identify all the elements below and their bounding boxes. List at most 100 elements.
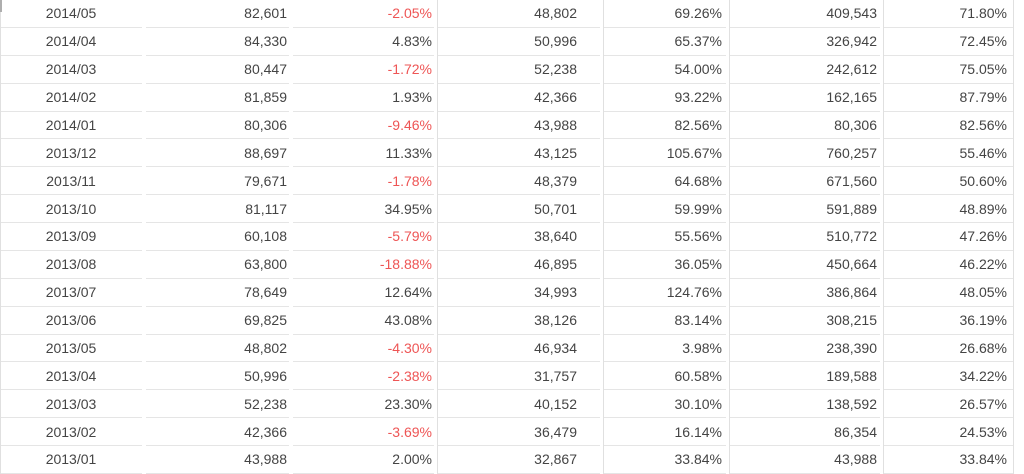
cell-value-2: 50,701 <box>438 195 600 223</box>
cell-pct-3: 24.53% <box>884 418 1014 446</box>
cell-pct-2: 93.22% <box>604 84 726 112</box>
cell-month: 2013/10 <box>0 195 142 223</box>
cell-value-1: 52,238 <box>146 390 289 419</box>
cell-value-2: 38,126 <box>438 307 600 335</box>
cell-value-3: 162,165 <box>730 84 880 112</box>
cell-change-pct-1: 1.93% <box>293 84 434 112</box>
cell-value-2: 32,867 <box>438 446 600 474</box>
cell-value-2: 34,993 <box>438 279 600 307</box>
cell-pct-2: 105.67% <box>604 139 726 168</box>
cell-change-pct-1: 11.33% <box>293 139 434 168</box>
table-row: 2014/03 80,447 -1.72% 52,238 54.00% 242,… <box>0 56 1014 84</box>
cell-month: 2013/09 <box>0 223 142 251</box>
column-divider <box>883 0 884 474</box>
table-row: 2013/12 88,697 11.33% 43,125 105.67% 760… <box>0 139 1014 168</box>
cell-value-1: 60,108 <box>146 223 289 251</box>
cell-value-2: 42,366 <box>438 84 600 112</box>
cell-month: 2014/04 <box>0 28 142 56</box>
table-row: 2014/04 84,330 4.83% 50,996 65.37% 326,9… <box>0 28 1014 56</box>
cell-pct-2: 33.84% <box>604 446 726 474</box>
cell-value-2: 36,479 <box>438 418 600 446</box>
cell-pct-2: 69.26% <box>604 0 726 28</box>
cell-pct-2: 30.10% <box>604 390 726 419</box>
cell-change-pct-1: -1.72% <box>293 56 434 84</box>
cell-pct-2: 60.58% <box>604 362 726 391</box>
cell-value-1: 69,825 <box>146 307 289 335</box>
cell-value-2: 40,152 <box>438 390 600 419</box>
cell-value-1: 82,601 <box>146 0 289 28</box>
table-row: 2013/01 43,988 2.00% 32,867 33.84% 43,98… <box>0 446 1014 474</box>
table-row: 2013/02 42,366 -3.69% 36,479 16.14% 86,3… <box>0 418 1014 446</box>
cell-value-1: 88,697 <box>146 139 289 168</box>
cell-value-1: 79,671 <box>146 167 289 196</box>
cell-change-pct-1: -18.88% <box>293 251 434 279</box>
cell-pct-2: 83.14% <box>604 307 726 335</box>
cell-change-pct-1: 2.00% <box>293 446 434 474</box>
cell-value-1: 84,330 <box>146 28 289 56</box>
cell-value-3: 409,543 <box>730 0 880 28</box>
cell-pct-3: 71.80% <box>884 0 1014 28</box>
cell-pct-2: 82.56% <box>604 112 726 140</box>
table-row: 2013/07 78,649 12.64% 34,993 124.76% 386… <box>0 279 1014 307</box>
cell-pct-2: 65.37% <box>604 28 726 56</box>
cell-month: 2013/06 <box>0 307 142 335</box>
cell-value-3: 326,942 <box>730 28 880 56</box>
cell-value-3: 760,257 <box>730 139 880 168</box>
cell-month: 2013/05 <box>0 335 142 363</box>
cell-month: 2013/11 <box>0 167 142 196</box>
cell-value-2: 48,379 <box>438 167 600 196</box>
column-divider <box>603 0 604 474</box>
cell-month: 2013/07 <box>0 279 142 307</box>
cell-change-pct-1: 34.95% <box>293 195 434 223</box>
cell-value-3: 43,988 <box>730 446 880 474</box>
column-divider <box>437 0 438 474</box>
cell-value-1: 63,800 <box>146 251 289 279</box>
table-row: 2013/06 69,825 43.08% 38,126 83.14% 308,… <box>0 307 1014 335</box>
cell-pct-3: 26.68% <box>884 335 1014 363</box>
column-divider <box>729 0 730 474</box>
cell-change-pct-1: -3.69% <box>293 418 434 446</box>
cell-value-1: 48,802 <box>146 335 289 363</box>
table-left-border <box>0 0 1 474</box>
cell-pct-3: 46.22% <box>884 251 1014 279</box>
cell-month: 2014/05 <box>0 0 142 28</box>
table-row: 2013/11 79,671 -1.78% 48,379 64.68% 671,… <box>0 167 1014 196</box>
cell-value-1: 80,306 <box>146 112 289 140</box>
cell-value-1: 50,996 <box>146 362 289 391</box>
cell-pct-3: 87.79% <box>884 84 1014 112</box>
cell-value-2: 31,757 <box>438 362 600 391</box>
table-row: 2014/02 81,859 1.93% 42,366 93.22% 162,1… <box>0 84 1014 112</box>
cell-month: 2013/03 <box>0 390 142 419</box>
cell-pct-3: 82.56% <box>884 112 1014 140</box>
cell-value-2: 48,802 <box>438 0 600 28</box>
cell-pct-2: 54.00% <box>604 56 726 84</box>
cell-value-1: 43,988 <box>146 446 289 474</box>
table-row: 2013/10 81,117 34.95% 50,701 59.99% 591,… <box>0 195 1014 223</box>
cell-change-pct-1: -1.78% <box>293 167 434 196</box>
table-right-border <box>1013 0 1014 474</box>
cell-change-pct-1: 43.08% <box>293 307 434 335</box>
cell-pct-3: 33.84% <box>884 446 1014 474</box>
cell-value-2: 43,125 <box>438 139 600 168</box>
cell-value-3: 591,889 <box>730 195 880 223</box>
cell-month: 2013/01 <box>0 446 142 474</box>
left-edge-artifact <box>0 0 2 12</box>
cell-value-1: 78,649 <box>146 279 289 307</box>
cell-month: 2013/04 <box>0 362 142 391</box>
cell-pct-3: 26.57% <box>884 390 1014 419</box>
cell-value-3: 308,215 <box>730 307 880 335</box>
cell-value-3: 189,588 <box>730 362 880 391</box>
cell-value-2: 52,238 <box>438 56 600 84</box>
table-row: 2013/05 48,802 -4.30% 46,934 3.98% 238,3… <box>0 335 1014 363</box>
cell-change-pct-1: -9.46% <box>293 112 434 140</box>
cell-month: 2014/01 <box>0 112 142 140</box>
cell-pct-3: 48.05% <box>884 279 1014 307</box>
table-row: 2013/04 50,996 -2.38% 31,757 60.58% 189,… <box>0 362 1014 391</box>
cell-change-pct-1: -2.38% <box>293 362 434 391</box>
cell-value-1: 42,366 <box>146 418 289 446</box>
cell-value-3: 386,864 <box>730 279 880 307</box>
table-row: 2013/08 63,800 -18.88% 46,895 36.05% 450… <box>0 251 1014 279</box>
cell-pct-2: 3.98% <box>604 335 726 363</box>
